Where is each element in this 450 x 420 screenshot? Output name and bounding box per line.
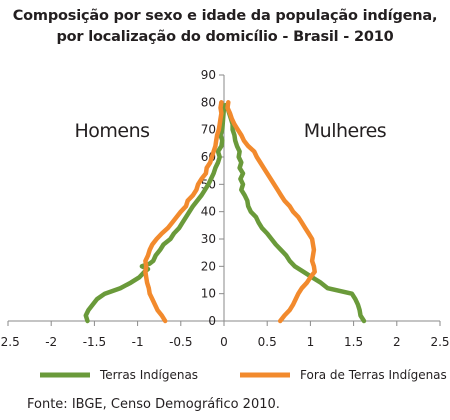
x-tick-label: -2 <box>45 335 57 349</box>
annotation-homens: Homens <box>74 120 149 142</box>
x-tick-label: 1 <box>307 335 315 349</box>
y-tick-label: 80 <box>201 95 216 109</box>
y-tick-label: 40 <box>201 205 216 219</box>
x-tick-label: 1.5 <box>344 335 363 349</box>
chart-title-line-2: por localização do domicílio - Brasil - … <box>56 29 394 45</box>
x-tick-label: -0.5 <box>169 335 192 349</box>
x-tick-label: 2 <box>393 335 401 349</box>
series-line-terras-indigenas <box>83 102 367 324</box>
series-line-fora-de-terras-indigenas <box>143 100 317 324</box>
x-tick-label: 0 <box>220 335 228 349</box>
y-tick-label: 30 <box>201 232 216 246</box>
y-tick-label: 10 <box>201 287 216 301</box>
legend-label: Fora de Terras Indígenas <box>300 368 447 382</box>
y-tick-label: 0 <box>208 314 216 328</box>
legend-label: Terras Indígenas <box>99 368 198 382</box>
y-tick-label: 20 <box>201 259 216 273</box>
annotation-mulheres: Mulheres <box>304 120 386 142</box>
chart-title-line-1: Composição por sexo e idade da população… <box>12 8 438 24</box>
x-tick-label: -2.5 <box>0 335 20 349</box>
x-tick-label: -1 <box>132 335 144 349</box>
y-tick-label: 70 <box>201 123 216 137</box>
x-tick-label: -1.5 <box>83 335 106 349</box>
chart-title: Composição por sexo e idade da população… <box>0 6 450 48</box>
x-tick-label: 0.5 <box>258 335 277 349</box>
source-note: Fonte: IBGE, Censo Demográfico 2010. <box>27 397 280 412</box>
y-tick-label: 90 <box>201 68 216 82</box>
x-tick-label: 2.5 <box>430 335 449 349</box>
